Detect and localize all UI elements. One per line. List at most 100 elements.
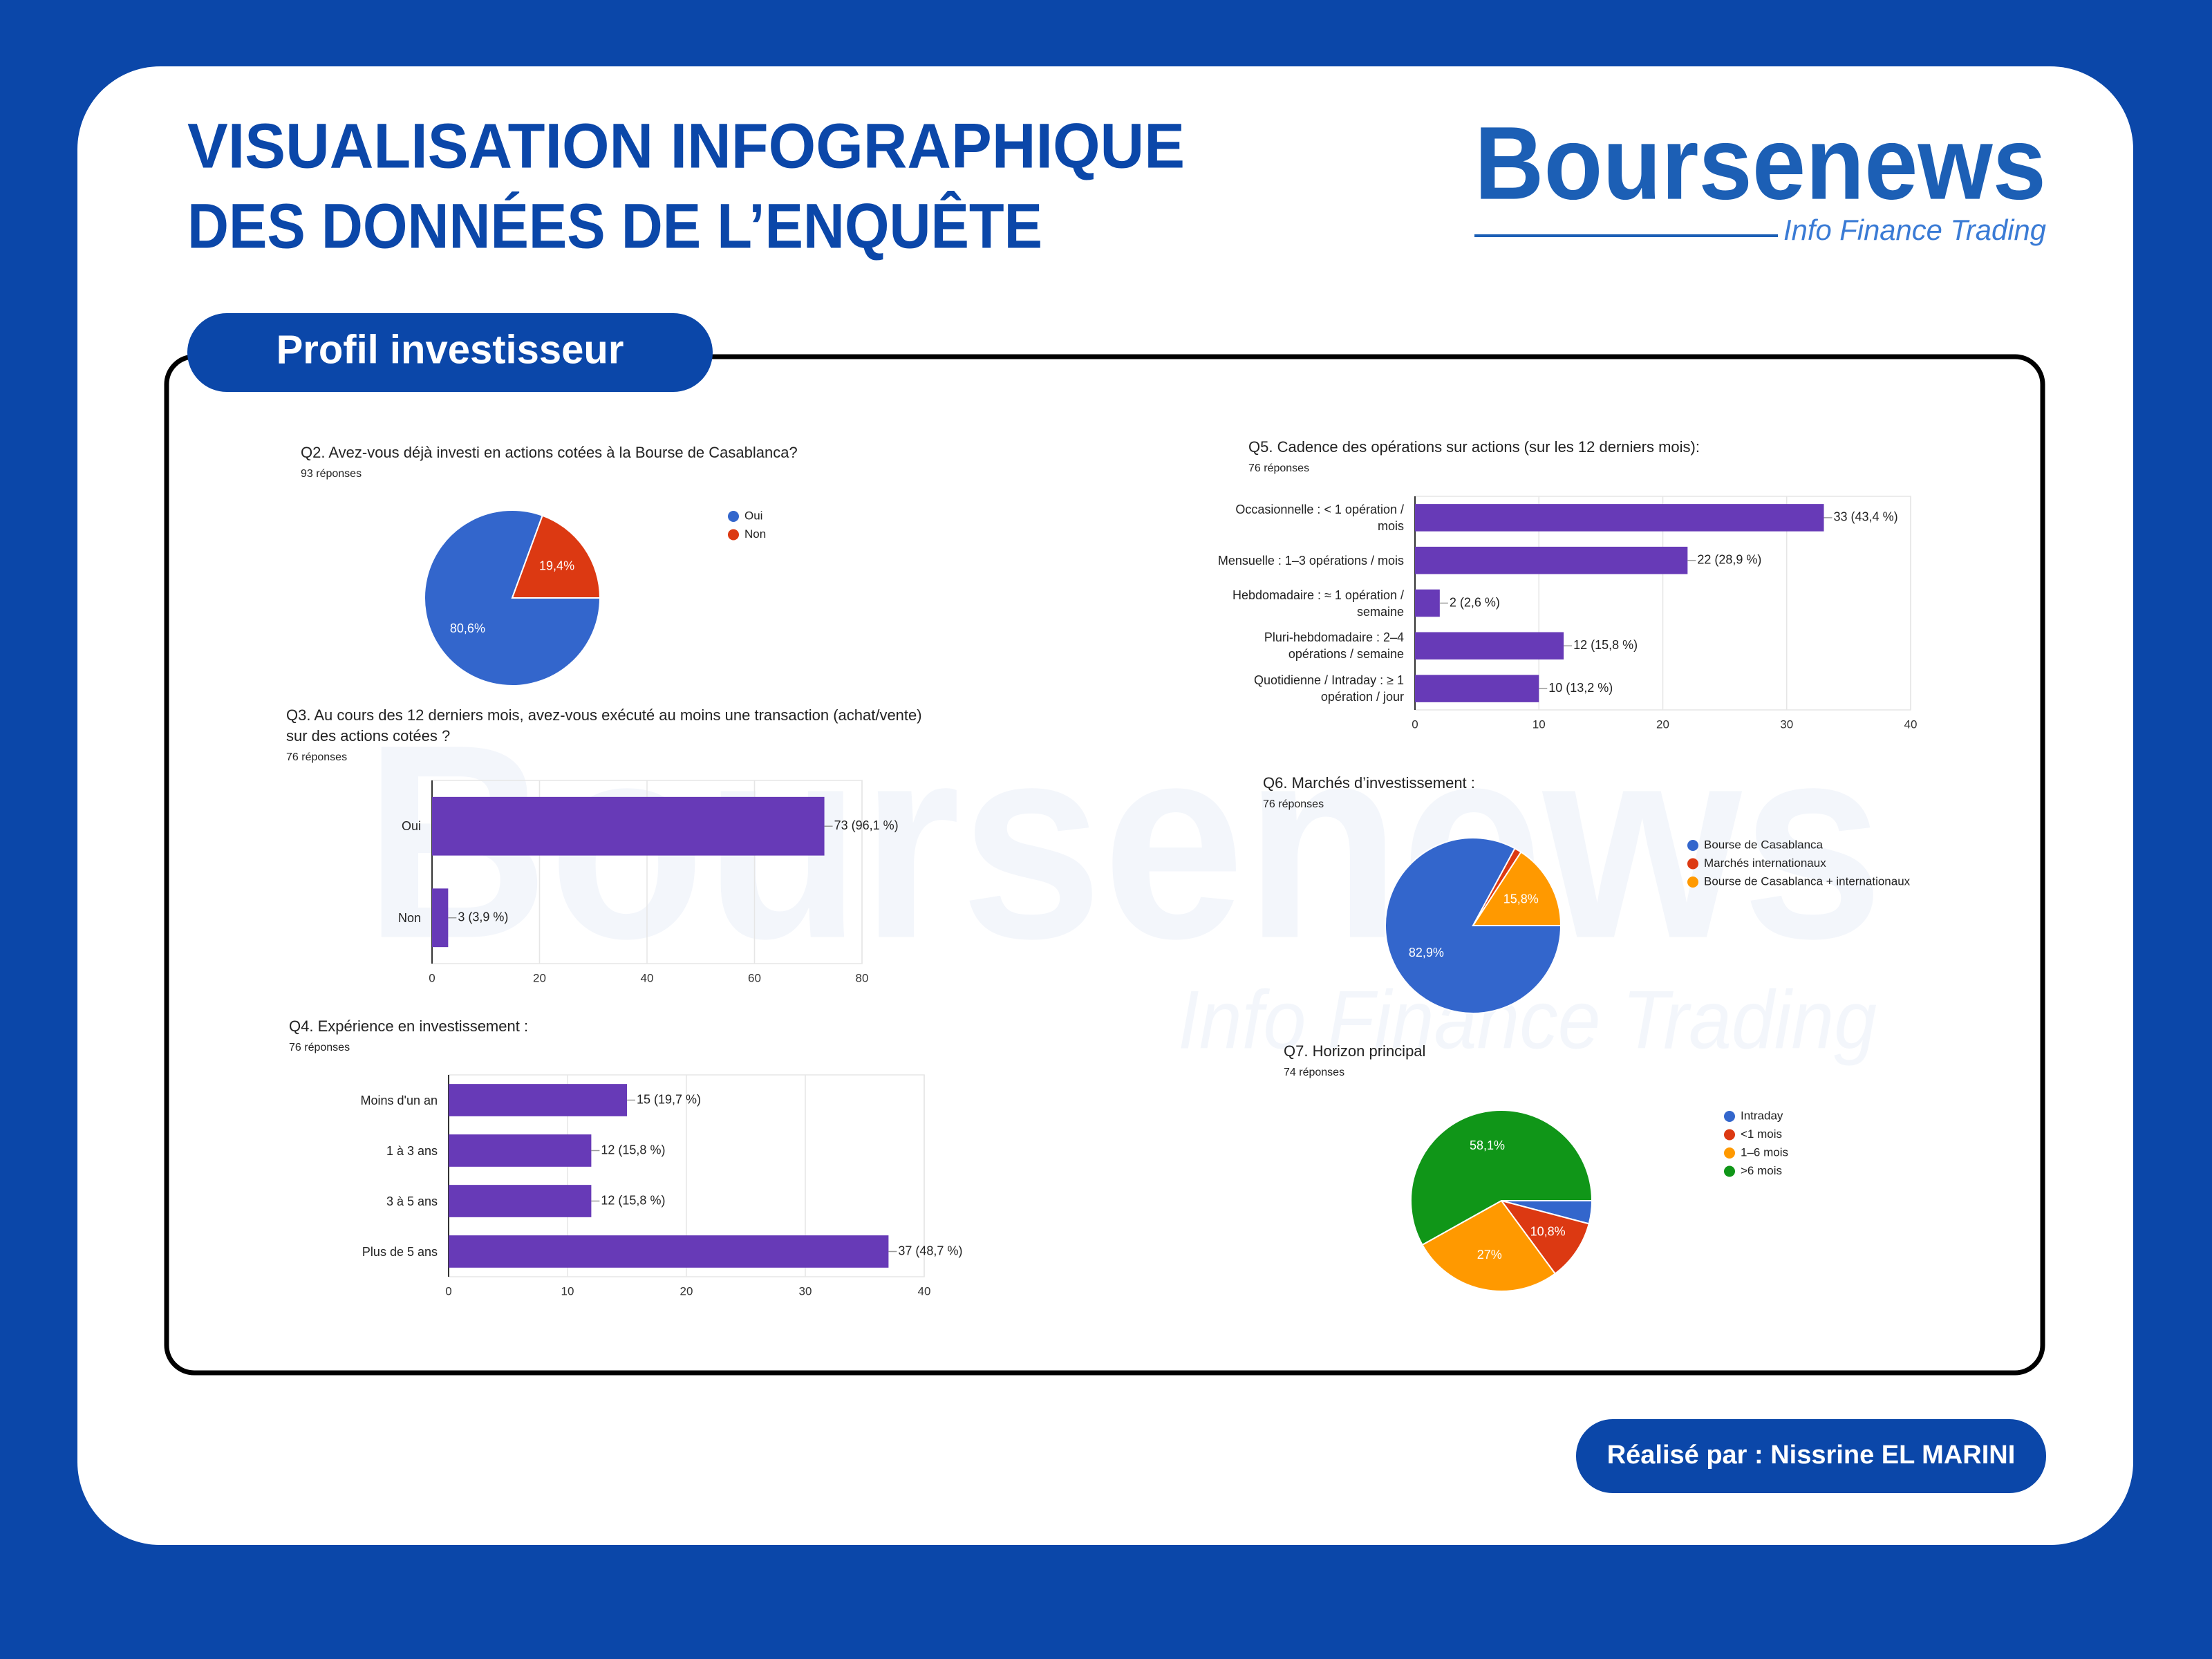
slice-label: 82,9% bbox=[1409, 946, 1444, 959]
chart-subtitle: 74 réponses bbox=[1284, 1067, 1345, 1078]
x-tick-label: 30 bbox=[1780, 718, 1793, 731]
legend-swatch bbox=[1687, 877, 1698, 888]
footer-credit: Réalisé par : Nissrine EL MARINI bbox=[1607, 1441, 2016, 1470]
x-tick-label: 40 bbox=[1904, 718, 1918, 731]
bar bbox=[449, 1084, 627, 1116]
logo-tagline: Info Finance Trading bbox=[1783, 214, 2046, 246]
x-tick-label: 40 bbox=[918, 1284, 931, 1297]
chart-title: Q6. Marchés d’investissement : bbox=[1263, 774, 1475, 791]
chart-subtitle: 93 réponses bbox=[301, 468, 362, 480]
bar-value-label: 15 (19,7 %) bbox=[637, 1092, 701, 1106]
bar-value-label: 12 (15,8 %) bbox=[1573, 638, 1638, 652]
category-label: 3 à 5 ans bbox=[386, 1194, 438, 1208]
x-tick-label: 80 bbox=[856, 971, 869, 984]
chart-title: Q2. Avez-vous déjà investi en actions co… bbox=[301, 444, 798, 461]
chart-heading: Q5. Cadence des opérations sur actions (… bbox=[1248, 437, 1940, 476]
legend-label: Non bbox=[744, 527, 766, 541]
chart-subtitle: 76 réponses bbox=[286, 751, 348, 763]
x-tick-label: 20 bbox=[533, 971, 546, 984]
x-tick-label: 0 bbox=[429, 971, 435, 984]
pie-slice bbox=[1472, 851, 1562, 926]
bar-value-label: 12 (15,8 %) bbox=[601, 1143, 665, 1156]
legend-label: Bourse de Casablanca bbox=[1704, 838, 1824, 851]
bar bbox=[432, 796, 825, 856]
chart-heading: Q6. Marchés d’investissement : 76 réponse… bbox=[1263, 773, 1885, 812]
legend-label: 1–6 mois bbox=[1741, 1145, 1788, 1159]
chart-heading: Q2. Avez-vous déjà investi en actions co… bbox=[301, 442, 923, 481]
bar-value-label: 10 (13,2 %) bbox=[1548, 681, 1613, 695]
category-label: Non bbox=[397, 910, 421, 925]
slice-label: 10,8% bbox=[1530, 1224, 1566, 1238]
chart-heading: Q4. Expérience en investissement : 76 rép… bbox=[289, 1016, 911, 1055]
legend-swatch bbox=[1724, 1165, 1735, 1177]
x-tick-label: 0 bbox=[445, 1284, 451, 1297]
category-label: Oui bbox=[401, 819, 421, 834]
legend-label: Bourse de Casablanca + internationaux bbox=[1704, 874, 1911, 888]
x-tick-label: 10 bbox=[561, 1284, 574, 1297]
content-frame bbox=[164, 354, 2045, 1376]
legend-swatch bbox=[1724, 1111, 1735, 1122]
slice-label: 19,4% bbox=[539, 559, 574, 573]
x-tick-label: 40 bbox=[641, 971, 654, 984]
bar bbox=[1415, 504, 1824, 532]
legend-label: <1 mois bbox=[1741, 1127, 1782, 1141]
bar-value-label: 12 (15,8 %) bbox=[601, 1193, 665, 1207]
bar-value-label: 37 (48,7 %) bbox=[898, 1244, 962, 1257]
bar bbox=[449, 1185, 592, 1217]
legend-swatch bbox=[1687, 840, 1698, 851]
legend-swatch bbox=[1724, 1147, 1735, 1159]
chart-title: Q3. Au cours des 12 derniers mois, avez-… bbox=[286, 706, 922, 744]
category-label: 1 à 3 ans bbox=[386, 1143, 438, 1158]
chart-heading: Q7. Horizon principal 74 réponses bbox=[1284, 1041, 1906, 1080]
chart-heading: Q3. Au cours des 12 derniers mois, avez-… bbox=[286, 705, 922, 765]
x-tick-label: 30 bbox=[799, 1284, 812, 1297]
chart-subtitle: 76 réponses bbox=[289, 1042, 350, 1053]
logo-name: Boursenews bbox=[1474, 105, 2046, 221]
bar bbox=[449, 1134, 592, 1167]
legend-label: >6 mois bbox=[1741, 1164, 1782, 1177]
bar bbox=[1415, 546, 1688, 574]
category-label: Occasionnelle : < 1 opération / mois bbox=[1235, 502, 1404, 533]
slice-label: 58,1% bbox=[1470, 1138, 1505, 1152]
bar bbox=[1415, 632, 1564, 660]
category-label: Pluri-hebdomadaire : 2–4 opérations / se… bbox=[1264, 630, 1404, 662]
x-tick-label: 0 bbox=[1412, 718, 1418, 731]
section-title: Profil investisseur bbox=[276, 327, 624, 372]
pie-slice bbox=[1421, 1199, 1557, 1293]
x-tick-label: 60 bbox=[748, 971, 761, 984]
slice-label: 80,6% bbox=[450, 621, 485, 635]
pie-slice bbox=[1499, 1199, 1590, 1275]
legend-swatch bbox=[728, 529, 739, 541]
bar bbox=[1415, 675, 1539, 702]
bar bbox=[432, 888, 449, 948]
legend-swatch bbox=[1687, 858, 1698, 870]
chart-subtitle: 76 réponses bbox=[1248, 462, 1310, 474]
x-tick-label: 20 bbox=[680, 1284, 693, 1297]
card bbox=[77, 66, 2133, 1545]
pie-slice bbox=[511, 514, 601, 599]
page-title: VISUALISATION INFOGRAPHIQUE bbox=[187, 111, 1185, 181]
legend-label: Intraday bbox=[1741, 1109, 1783, 1122]
chart-title: Q4. Expérience en investissement : bbox=[289, 1018, 529, 1035]
chart-subtitle: 76 réponses bbox=[1263, 798, 1324, 810]
bar-value-label: 33 (43,4 %) bbox=[1834, 510, 1898, 524]
x-tick-label: 20 bbox=[1656, 718, 1669, 731]
footer-pill bbox=[1576, 1419, 2046, 1493]
legend-swatch bbox=[1724, 1129, 1735, 1141]
category-label: Plus de 5 ans bbox=[362, 1244, 438, 1259]
bar-value-label: 3 (3,9 %) bbox=[458, 910, 508, 924]
legend-label: Oui bbox=[744, 509, 762, 522]
pie-slice bbox=[1410, 1109, 1593, 1246]
section-pill bbox=[187, 313, 713, 392]
category-label: Quotidienne / Intraday : ≥ 1 opération /… bbox=[1253, 673, 1404, 704]
legend-label: Marchés internationaux bbox=[1704, 856, 1826, 870]
chart-title: Q7. Horizon principal bbox=[1284, 1042, 1426, 1060]
slice-label: 15,8% bbox=[1503, 892, 1539, 906]
x-tick-label: 10 bbox=[1533, 718, 1546, 731]
category-label: Hebdomadaire : ≈ 1 opération / semaine bbox=[1232, 588, 1404, 619]
bar-value-label: 73 (96,1 %) bbox=[834, 818, 899, 832]
page-title: DES DONNÉES DE L’ENQUÊTE bbox=[187, 189, 1042, 261]
